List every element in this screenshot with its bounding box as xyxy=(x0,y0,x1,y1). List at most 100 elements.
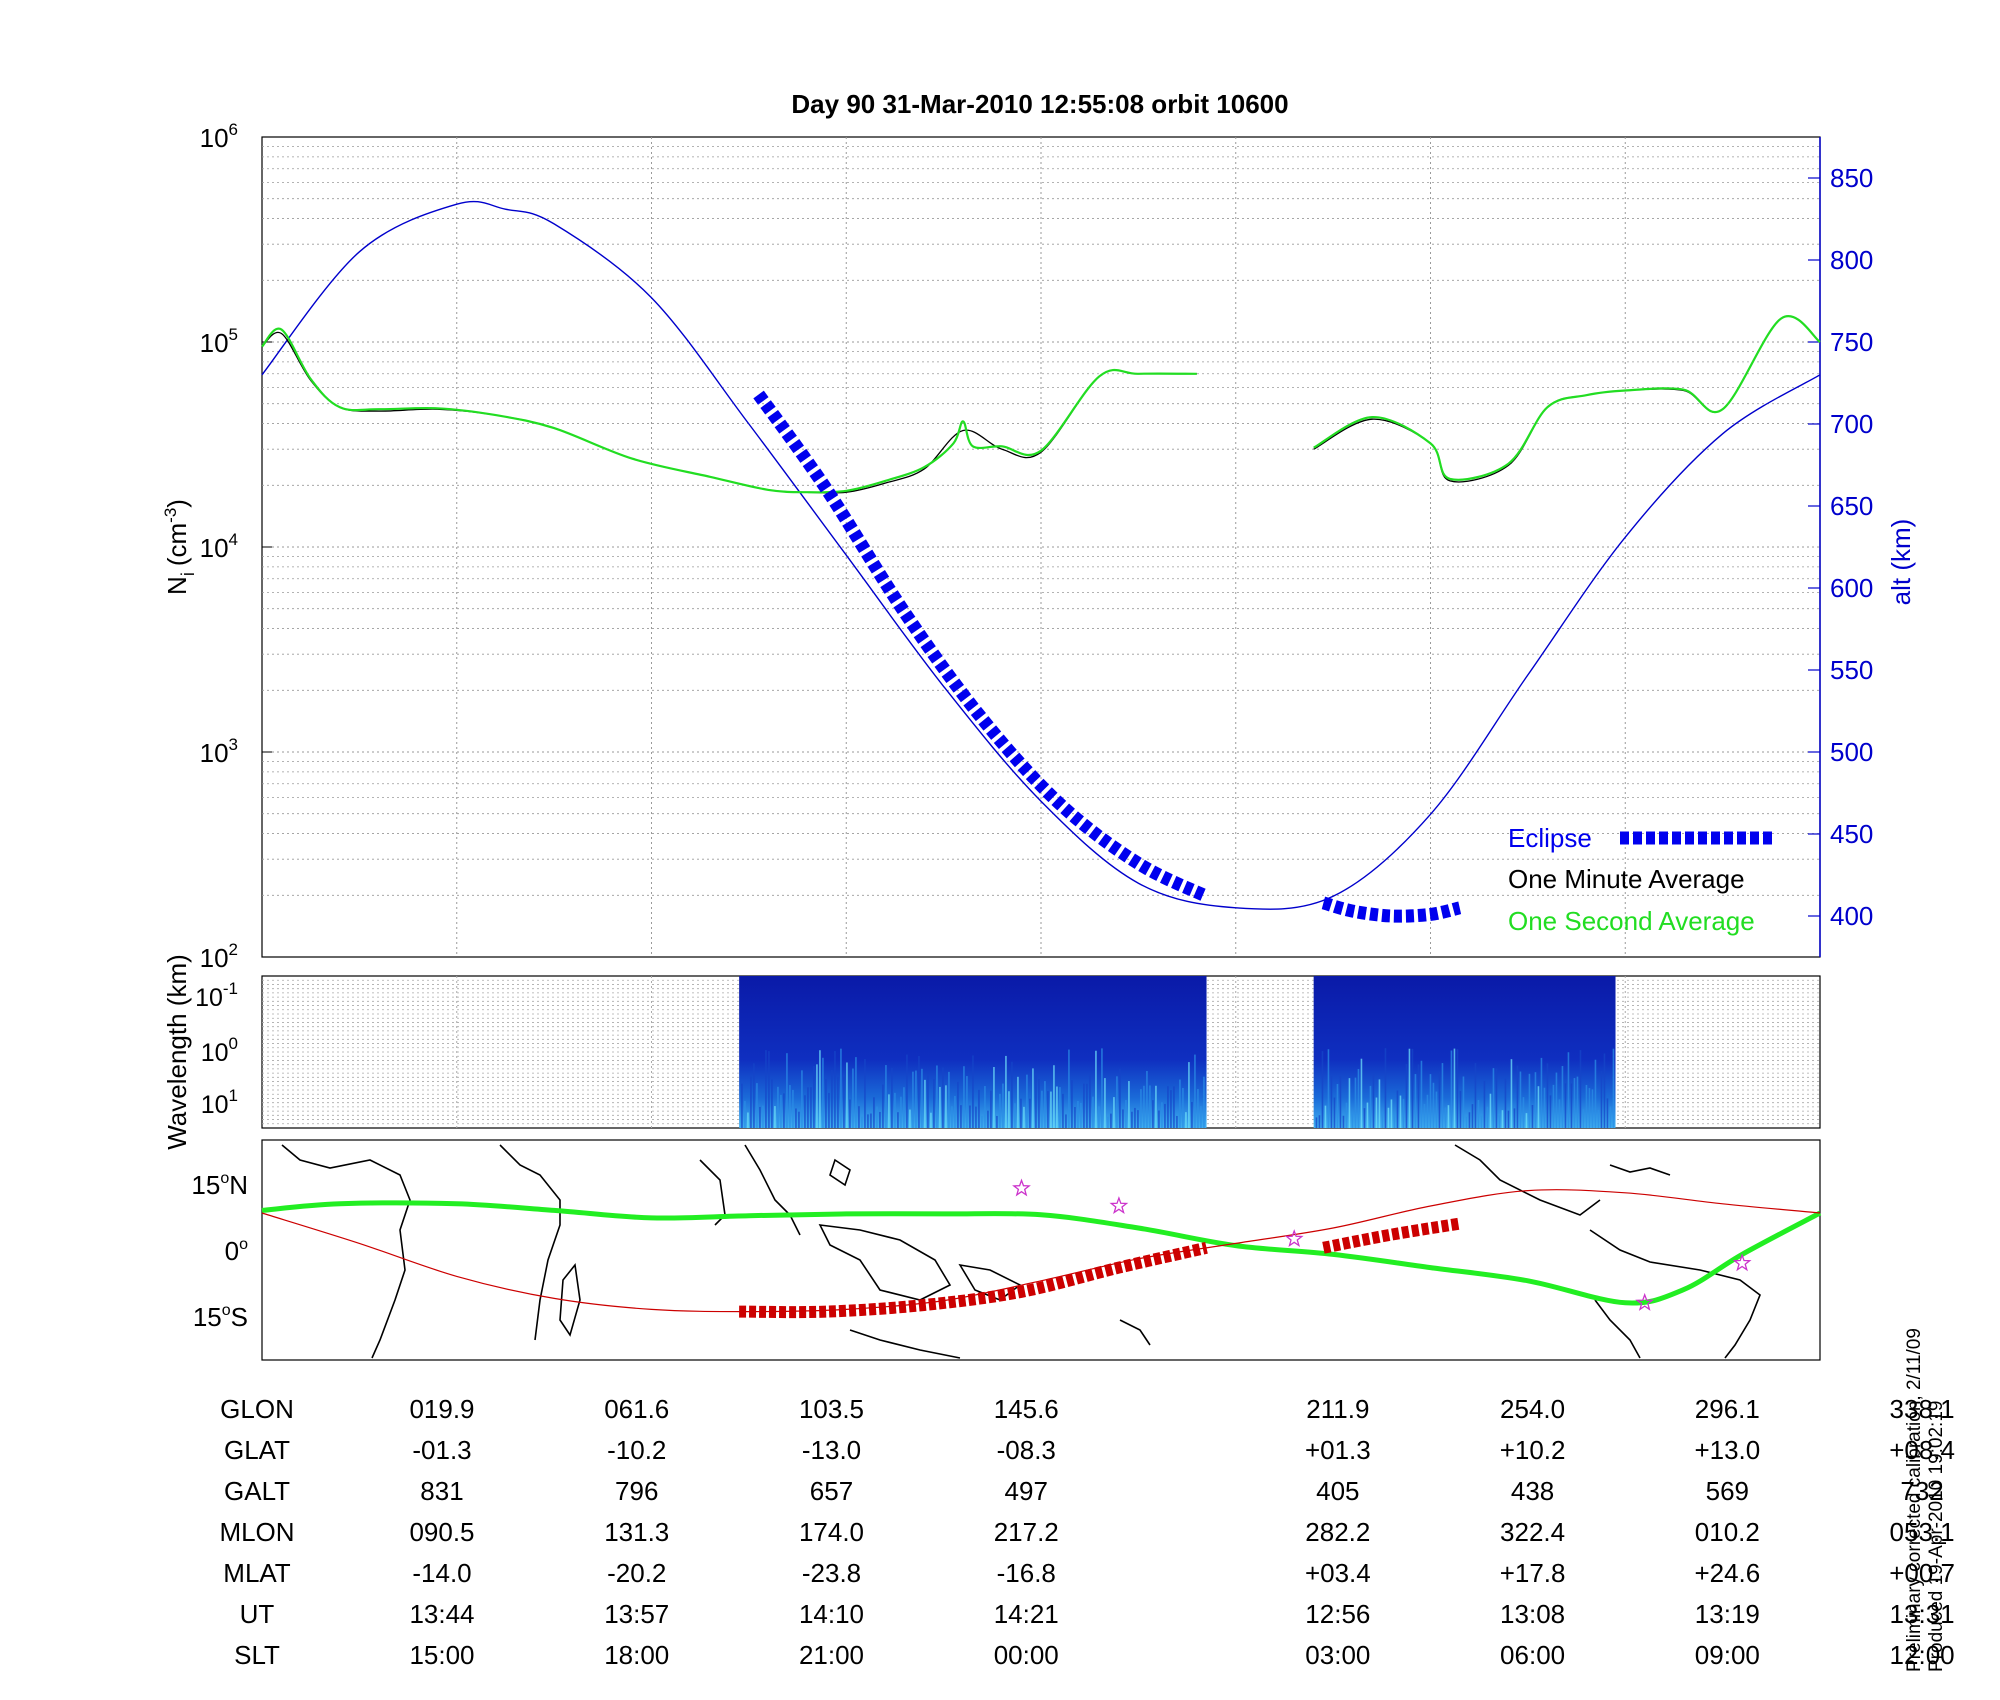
spectrogram-stripe xyxy=(1137,1110,1139,1128)
spectrogram-stripe xyxy=(1471,1104,1474,1128)
y-tick-exponent: 6 xyxy=(229,120,238,139)
ephemeris-cell: 06:00 xyxy=(1500,1640,1565,1670)
spectrogram-blocks xyxy=(739,976,1616,1128)
station-star-marker xyxy=(1109,1196,1129,1215)
y-tick-base: 10 xyxy=(200,533,229,563)
ephemeris-cell: 12:00 xyxy=(1890,1640,1955,1670)
spectrogram-stripe xyxy=(777,1086,779,1128)
latitude-degrees: 0 xyxy=(225,1236,239,1266)
orbit-tracks xyxy=(261,1189,1822,1319)
ephemeris-cell: 732 xyxy=(1900,1476,1943,1506)
spectrogram-stripe xyxy=(1492,1068,1495,1128)
degree-symbol: o xyxy=(222,1302,231,1319)
spectrogram-stripe xyxy=(1152,1100,1154,1128)
spectrogram-stripe xyxy=(1387,1107,1390,1128)
spectrogram-stripe xyxy=(1561,1065,1564,1128)
ephemeris-cell: -10.2 xyxy=(607,1435,666,1465)
spectrogram-stripe xyxy=(948,1071,950,1128)
spectrogram-stripe xyxy=(1549,1095,1552,1128)
spectrogram-stripe xyxy=(981,1116,983,1128)
spectrogram-stripe xyxy=(939,1086,941,1128)
spectrogram-stripe xyxy=(1050,1091,1052,1128)
spectrogram-stripe xyxy=(1486,1106,1489,1128)
ylabel-unit: (cm xyxy=(162,523,192,566)
spectrogram-stripe xyxy=(1077,1101,1079,1128)
spectrogram-stripe xyxy=(1384,1048,1387,1128)
spectrogram-stripe xyxy=(1426,1094,1429,1128)
spectrogram-stripe xyxy=(1348,1078,1351,1128)
ylabel-close: ) xyxy=(162,499,192,508)
degree-symbol: o xyxy=(239,1236,248,1253)
spectrogram-stripe xyxy=(1122,1109,1124,1128)
spectrogram-stripe xyxy=(912,1071,914,1128)
spectrogram-stripe xyxy=(1113,1097,1115,1128)
spectrogram-stripe xyxy=(1543,1087,1546,1128)
spectrogram-stripe xyxy=(1342,1115,1345,1128)
spectrogram-stripe xyxy=(951,1106,953,1128)
spectrogram-stripe xyxy=(1405,1063,1408,1128)
ephemeris-row-label: GALT xyxy=(224,1476,290,1506)
ephemeris-cell: 438 xyxy=(1511,1476,1554,1506)
spectrogram-stripe xyxy=(1038,1079,1040,1128)
ephemeris-cell: 13:31 xyxy=(1890,1599,1955,1629)
ylabel-base: N xyxy=(162,576,192,595)
station-star-marker xyxy=(1284,1229,1304,1248)
spectrogram-stripe xyxy=(1522,1097,1525,1128)
spectrogram-stripe xyxy=(1203,1076,1205,1128)
altitude-tick-label: 600 xyxy=(1830,573,1873,603)
spectrogram-stripe xyxy=(942,1067,944,1128)
ylabel-subscript: i xyxy=(178,572,198,576)
spectrogram-stripe xyxy=(1083,1083,1085,1128)
spectrogram-stripe xyxy=(1450,1050,1453,1128)
spectrogram-stripe xyxy=(1065,1114,1067,1128)
spectrogram-stripe xyxy=(822,1057,824,1128)
track-track-geo xyxy=(261,1200,1822,1306)
y-tick-label: 105 xyxy=(200,325,238,358)
spectrogram-stripe xyxy=(861,1116,863,1128)
spectrogram-stripe xyxy=(756,1083,758,1128)
spectrogram-stripe xyxy=(1597,1109,1600,1128)
spectrogram-stripe xyxy=(1495,1068,1498,1128)
spectrogram-stripe xyxy=(897,1112,899,1128)
spectrogram-stripe xyxy=(1525,1113,1528,1128)
spectrogram-stripe xyxy=(933,1079,935,1128)
spectrogram-stripe xyxy=(906,1054,908,1128)
ephemeris-cell: 15:00 xyxy=(409,1640,474,1670)
ephemeris-cell: -23.8 xyxy=(802,1558,861,1588)
y-tick-label: 102 xyxy=(200,940,238,973)
latitude-tick-label: 0o xyxy=(225,1236,248,1266)
spectrogram-stripe xyxy=(1591,1089,1594,1128)
spectrogram-stripe xyxy=(993,1067,995,1128)
spectrogram-stripe xyxy=(1059,1087,1061,1128)
spectrogram-stripe xyxy=(1396,1090,1399,1128)
spectrogram-stripe xyxy=(1327,1049,1330,1128)
track-track-magnetic-eclipse xyxy=(1322,1217,1461,1254)
ephemeris-cell: +08.4 xyxy=(1889,1435,1955,1465)
spectrogram-stripe xyxy=(1414,1074,1417,1128)
legend: Eclipse One Minute Average One Second Av… xyxy=(1508,823,1772,936)
spectrogram-stripe xyxy=(1149,1085,1151,1128)
spectrogram-stripe xyxy=(1564,1083,1567,1128)
ephemeris-row-label: GLAT xyxy=(224,1435,290,1465)
spectrogram-stripe xyxy=(1609,1106,1612,1128)
ion-density-grid xyxy=(262,137,1820,957)
ephemeris-cell: 796 xyxy=(615,1476,658,1506)
series-one-second xyxy=(261,327,1197,494)
latitude-hemisphere: N xyxy=(229,1170,248,1200)
spectrogram-stripe xyxy=(885,1065,887,1128)
spectrogram-stripe xyxy=(900,1096,902,1128)
ephemeris-cell: 12:56 xyxy=(1305,1599,1370,1629)
wavelength-tick-label: 100 xyxy=(201,1034,238,1067)
wavelength-tick-base: 10 xyxy=(201,1091,229,1119)
ephemeris-cell: 569 xyxy=(1706,1476,1749,1506)
ephemeris-cell: -08.3 xyxy=(997,1435,1056,1465)
spectrogram-stripe xyxy=(1423,1103,1426,1128)
spectrogram-stripe xyxy=(918,1055,920,1128)
map-plot-area xyxy=(261,1139,1821,1361)
spectrogram-stripe xyxy=(1477,1100,1480,1128)
spectrogram-stripe xyxy=(837,1076,839,1128)
altitude-axis-label: alt (km) xyxy=(1886,519,1916,606)
ion-density-y-label: Ni (cm-3) xyxy=(161,499,198,595)
spectrogram-stripe xyxy=(1110,1113,1112,1128)
